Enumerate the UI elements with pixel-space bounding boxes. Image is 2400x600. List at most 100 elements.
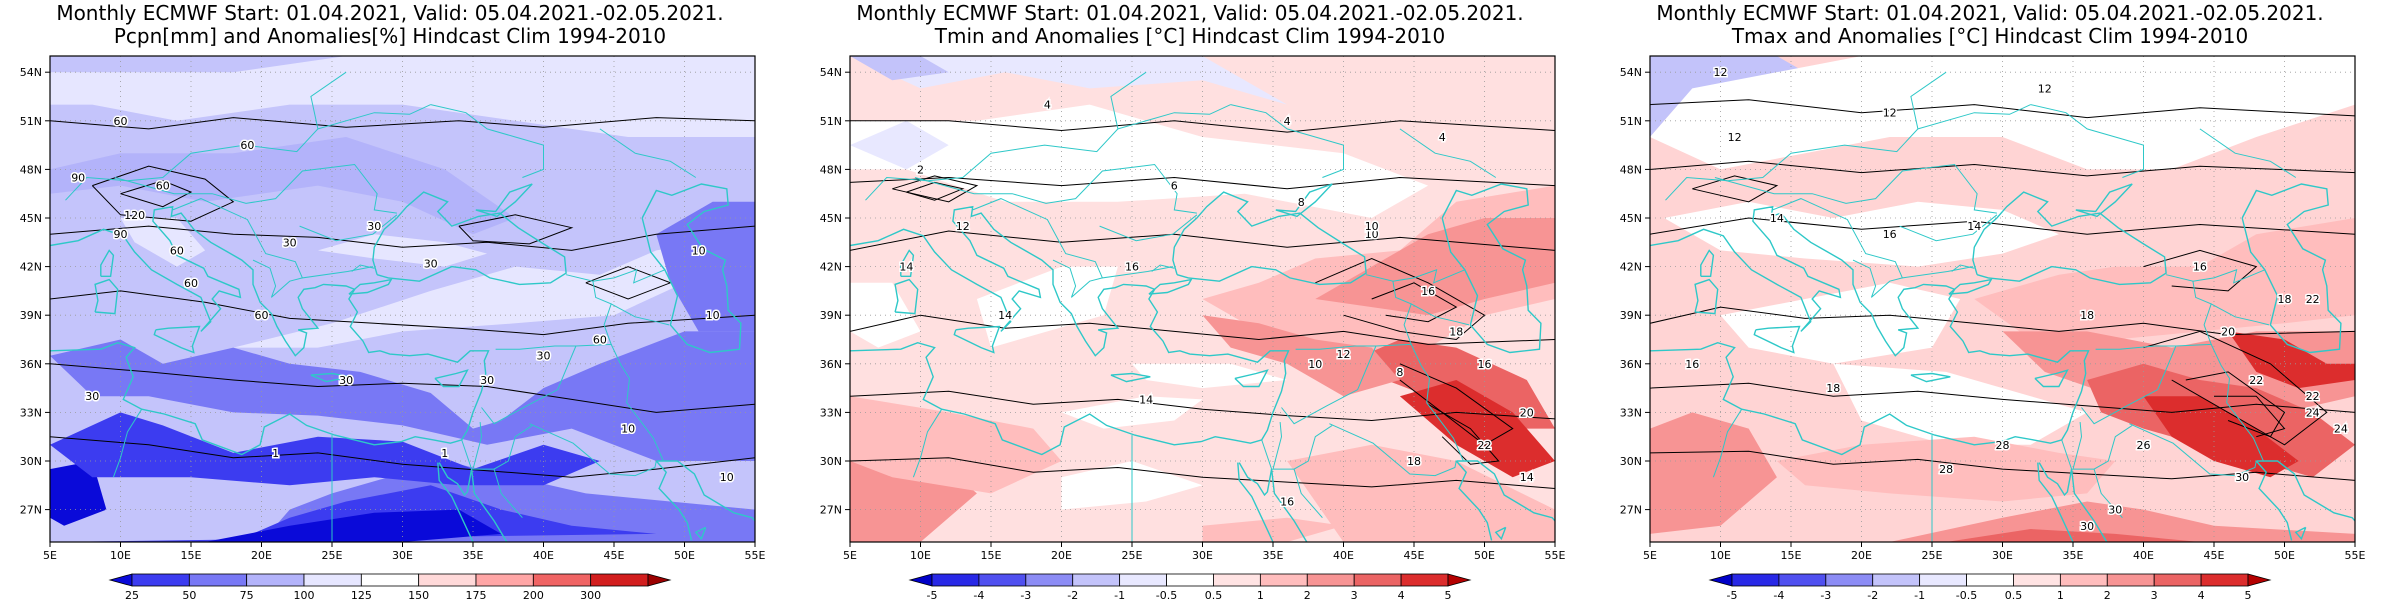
country-border <box>1281 345 1377 425</box>
contour-label: 8 <box>1298 196 1305 209</box>
coastline <box>2070 469 2108 542</box>
country-border <box>2192 269 2265 284</box>
title-line-1: Monthly ECMWF Start: 01.04.2021, Valid: … <box>1656 1 2324 25</box>
country-border <box>1917 104 2031 130</box>
colorbar-box <box>131 573 190 587</box>
colorbar-label: -2 <box>1067 589 1078 600</box>
anomaly-patch <box>850 396 1062 494</box>
coastline <box>100 249 115 277</box>
country-border <box>317 104 431 130</box>
lat-label: 39N <box>20 309 42 322</box>
coastline <box>372 191 567 286</box>
title-line-2: Tmin and Anomalies [°C] Hindcast Clim 19… <box>934 24 1446 48</box>
contour-label: 12 <box>1337 348 1351 361</box>
colorbar-label: 4 <box>1398 589 1405 600</box>
coastline <box>1237 462 1274 542</box>
coastline <box>1148 278 1193 295</box>
colorbar-label: -5 <box>1727 589 1738 600</box>
coastline <box>900 249 915 277</box>
lon-label: 25E <box>322 549 343 560</box>
coastline <box>1455 460 1493 541</box>
colorbar-box <box>1119 573 1167 587</box>
anomaly-patch <box>850 56 1288 105</box>
contour-label: 60 <box>255 309 269 322</box>
colorbar-box <box>1778 573 1827 587</box>
anomaly-patch <box>850 120 949 170</box>
contour-label: 4 <box>1044 99 1051 112</box>
lon-label: 30E <box>392 549 413 560</box>
country-border <box>592 269 665 284</box>
country-border <box>2095 274 2212 350</box>
colorbar-box <box>188 573 248 587</box>
country-border <box>461 439 473 470</box>
lon-label: 35E <box>1263 549 1284 560</box>
colorbar-label: 1 <box>2057 589 2064 600</box>
country-border <box>2030 104 2144 178</box>
country-border <box>599 128 697 178</box>
contour-label: 10 <box>1308 358 1322 371</box>
colorbar-box <box>2200 573 2249 587</box>
colorbar-label: -5 <box>927 589 938 600</box>
coastline <box>2075 183 2133 218</box>
tmin-panel: Monthly ECMWF Start: 01.04.2021, Valid: … <box>800 0 1600 600</box>
lat-label: 51N <box>1620 115 1642 128</box>
panel-title: Monthly ECMWF Start: 01.04.2021, Valid: … <box>1600 2 2380 48</box>
contour-line <box>850 457 1555 489</box>
colorbar-label: 50 <box>182 589 196 600</box>
contour-label: 16 <box>1478 358 1492 371</box>
lat-label: 45N <box>20 212 42 225</box>
colorbar-box <box>2013 573 2061 587</box>
lat-label: 39N <box>820 309 842 322</box>
lon-label: 30E <box>1992 549 2013 560</box>
lat-label: 30N <box>820 455 842 468</box>
contour-label: 2 <box>917 163 924 176</box>
anomaly-patch <box>1202 315 1400 397</box>
colorbar-box <box>303 573 362 587</box>
colorbar-box <box>475 573 534 587</box>
colorbar-label: 200 <box>523 589 544 600</box>
contour-label: 10 <box>621 423 635 436</box>
country-border <box>2210 344 2264 462</box>
contour-label: 28 <box>1939 463 1953 476</box>
contour-label: 10 <box>720 471 734 484</box>
coastline <box>2241 183 2342 354</box>
contour-line <box>1650 450 2355 481</box>
contour-label: 20 <box>1520 406 1534 419</box>
contour-label: 60 <box>184 277 198 290</box>
lat-label: 48N <box>1620 163 1642 176</box>
country-border <box>172 198 373 279</box>
coastline <box>953 325 1001 354</box>
lat-label: 54N <box>820 66 842 79</box>
coastline <box>1234 369 1269 388</box>
coastline <box>1270 469 1308 542</box>
map-field: 12 12 12 14 16 14 18 16 20 22 24 18 26 28 30 22 24 28 30 30… <box>1650 56 2355 542</box>
lon-label: 20E <box>251 549 272 560</box>
colorbar-label: 1 <box>1257 589 1264 600</box>
colorbar-box <box>418 573 477 587</box>
contour-label: 60 <box>593 334 607 347</box>
colorbar-label: 0.5 <box>2005 589 2023 600</box>
lat-label: 39N <box>1620 309 1642 322</box>
lat-label: 30N <box>1620 455 1642 468</box>
contour-label: 30 <box>367 220 381 233</box>
lon-label: 10E <box>110 549 131 560</box>
contour-label: 10 <box>1365 228 1379 241</box>
country-border <box>493 468 523 519</box>
contour-label: 12 <box>1728 131 1742 144</box>
anomaly-patch <box>1132 363 1288 389</box>
country-border <box>610 303 670 326</box>
contour-line <box>1315 257 1486 341</box>
tmax-panel: Monthly ECMWF Start: 01.04.2021, Valid: … <box>1600 0 2400 600</box>
colorbar-box <box>1825 573 1874 587</box>
country-border <box>1295 274 1412 350</box>
colorbar-label: -0.5 <box>1956 589 1977 600</box>
country-border <box>65 71 347 201</box>
coastline <box>348 278 393 295</box>
contour-line <box>1650 217 2355 235</box>
contour-label: 10 <box>1365 220 1379 233</box>
lon-label: 10E <box>910 549 931 560</box>
lat-label: 33N <box>1620 406 1642 419</box>
contour-label: 28 <box>1996 439 2010 452</box>
colorbar-label: 5 <box>1445 589 1452 600</box>
contour-line <box>1371 282 1458 323</box>
